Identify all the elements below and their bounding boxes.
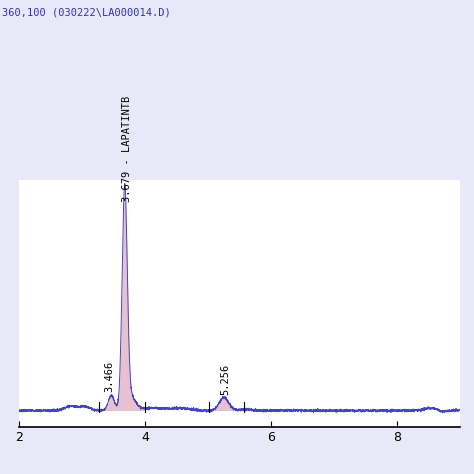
- Text: 3.679 - LAPATINTB: 3.679 - LAPATINTB: [122, 96, 132, 202]
- Text: 360,100 (030222\LA000014.D): 360,100 (030222\LA000014.D): [2, 7, 171, 17]
- Text: 3.466: 3.466: [105, 360, 115, 392]
- Text: 5.256: 5.256: [220, 363, 230, 394]
